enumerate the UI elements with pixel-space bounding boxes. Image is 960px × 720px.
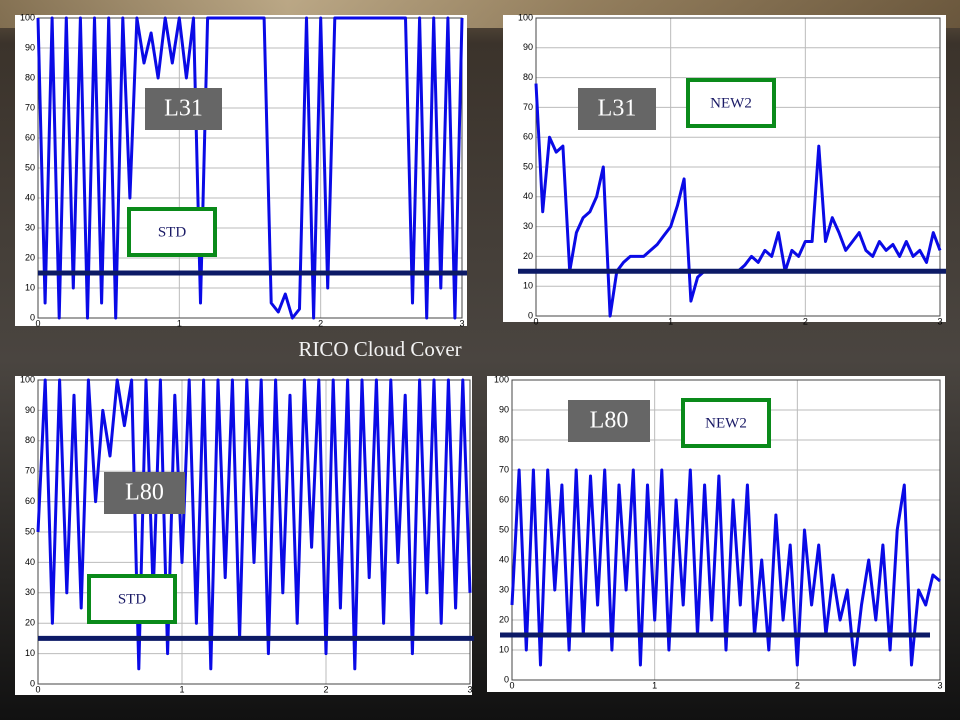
y-tick-label: 100 <box>20 12 35 22</box>
y-tick-label: 70 <box>499 464 509 474</box>
scheme-label: NEW2 <box>710 95 752 111</box>
x-tick-label: 1 <box>668 316 673 326</box>
y-tick-label: 90 <box>25 42 35 52</box>
x-tick-label: 0 <box>509 680 514 690</box>
y-tick-label: 20 <box>499 614 509 624</box>
chart-panel <box>503 15 946 322</box>
resolution-label: L80 <box>125 480 164 506</box>
resolution-label: L31 <box>164 96 203 122</box>
label-box <box>104 472 185 514</box>
y-tick-label: 40 <box>523 191 533 201</box>
y-tick-label: 80 <box>499 434 509 444</box>
label-box <box>578 88 656 130</box>
x-tick-label: 1 <box>179 684 184 694</box>
y-tick-label: 0 <box>30 312 35 322</box>
y-tick-label: 100 <box>20 374 35 384</box>
y-tick-label: 0 <box>504 674 509 684</box>
x-tick-label: 1 <box>177 318 182 328</box>
y-tick-label: 40 <box>25 557 35 567</box>
y-tick-label: 80 <box>25 435 35 445</box>
x-tick-label: 3 <box>459 318 464 328</box>
y-tick-label: 0 <box>528 310 533 320</box>
y-tick-label: 90 <box>523 42 533 52</box>
x-tick-label: 2 <box>795 680 800 690</box>
x-tick-label: 0 <box>533 316 538 326</box>
y-tick-label: 10 <box>25 648 35 658</box>
y-tick-label: 10 <box>25 282 35 292</box>
y-tick-label: 90 <box>499 404 509 414</box>
y-tick-label: 10 <box>499 644 509 654</box>
y-tick-label: 10 <box>523 281 533 291</box>
resolution-label: L31 <box>598 96 637 122</box>
y-tick-label: 40 <box>25 192 35 202</box>
y-tick-label: 80 <box>523 72 533 82</box>
x-tick-label: 1 <box>652 680 657 690</box>
data-line <box>36 16 464 320</box>
x-tick-label: 3 <box>467 684 472 694</box>
scheme-label: STD <box>158 224 187 240</box>
y-tick-label: 30 <box>25 222 35 232</box>
scheme-box <box>681 398 771 448</box>
y-tick-label: 50 <box>499 524 509 534</box>
y-tick-label: 0 <box>30 678 35 688</box>
y-tick-label: 50 <box>523 161 533 171</box>
y-tick-label: 90 <box>25 405 35 415</box>
x-tick-label: 3 <box>937 680 942 690</box>
y-tick-label: 70 <box>25 466 35 476</box>
y-tick-label: 100 <box>518 12 533 22</box>
plot-frame <box>511 379 941 681</box>
resolution-label: L80 <box>590 408 629 434</box>
y-tick-label: 60 <box>25 496 35 506</box>
y-tick-label: 50 <box>25 526 35 536</box>
label-box <box>145 88 222 130</box>
y-tick-label: 50 <box>25 162 35 172</box>
data-line <box>36 378 472 671</box>
y-tick-label: 60 <box>523 132 533 142</box>
scheme-box <box>87 574 177 624</box>
y-tick-label: 70 <box>523 102 533 112</box>
y-tick-label: 70 <box>25 102 35 112</box>
x-tick-label: 2 <box>803 316 808 326</box>
y-tick-label: 80 <box>25 72 35 82</box>
x-tick-label: 0 <box>35 318 40 328</box>
y-tick-label: 40 <box>499 554 509 564</box>
scheme-box <box>127 207 217 257</box>
plot-frame <box>535 17 941 317</box>
y-tick-label: 20 <box>523 251 533 261</box>
x-tick-label: 3 <box>937 316 942 326</box>
slide-title: RICO Cloud Cover <box>298 337 461 361</box>
y-tick-label: 20 <box>25 618 35 628</box>
y-tick-label: 20 <box>25 252 35 262</box>
x-tick-label: 2 <box>318 318 323 328</box>
y-tick-label: 60 <box>25 132 35 142</box>
y-tick-label: 30 <box>25 587 35 597</box>
y-tick-label: 30 <box>499 584 509 594</box>
x-tick-label: 0 <box>35 684 40 694</box>
x-tick-label: 2 <box>323 684 328 694</box>
y-tick-label: 60 <box>499 494 509 504</box>
scheme-label: NEW2 <box>705 415 747 431</box>
label-box <box>568 400 650 442</box>
scheme-box <box>686 78 776 128</box>
y-tick-label: 100 <box>494 374 509 384</box>
scheme-label: STD <box>118 591 147 607</box>
y-tick-label: 30 <box>523 221 533 231</box>
